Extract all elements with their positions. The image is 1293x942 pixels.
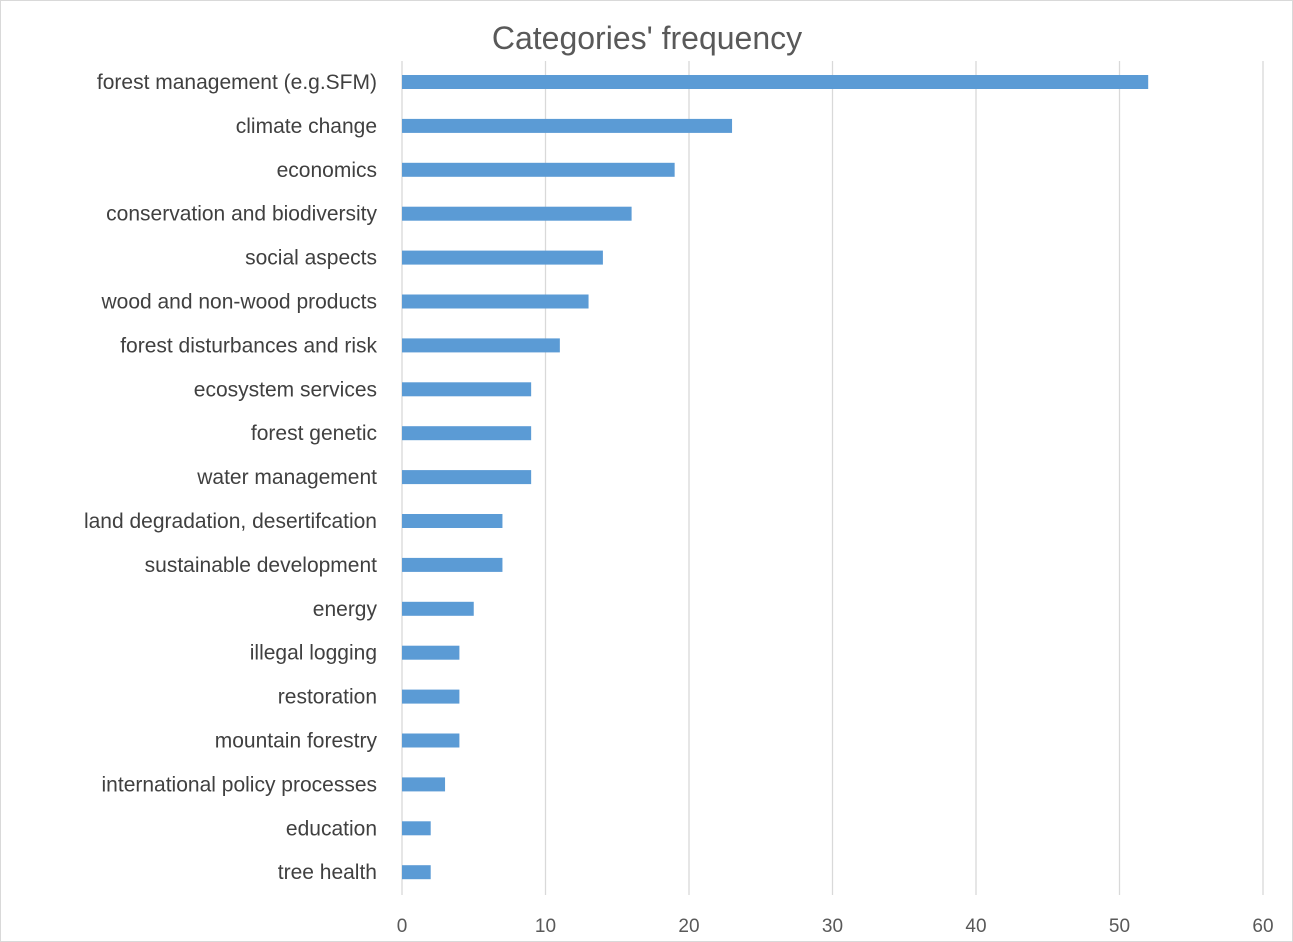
x-tick-label: 50 [1109, 916, 1130, 937]
x-axis-tick-labels: 0 10 20 30 40 50 60 [397, 916, 1274, 937]
bar [402, 865, 431, 880]
x-tick-label: 30 [822, 916, 843, 937]
bar [402, 470, 532, 485]
bar [402, 338, 560, 353]
category-label: social aspects [245, 247, 377, 270]
category-label: international policy processes [102, 773, 377, 796]
category-label: forest disturbances and risk [120, 334, 377, 357]
bar [402, 645, 460, 660]
category-label: forest genetic [251, 422, 377, 445]
bar [402, 514, 503, 528]
category-label: forest management (e.g.SFM) [97, 71, 377, 94]
bar [402, 557, 503, 572]
category-label: land degradation, desertifcation [84, 510, 377, 533]
category-label: conservation and biodiversity [106, 203, 377, 226]
bar [402, 777, 446, 792]
x-tick-label: 0 [397, 916, 408, 937]
category-label: water management [196, 466, 377, 489]
category-label: mountain forestry [215, 730, 378, 753]
bar [402, 426, 532, 441]
category-labels: forest management (e.g.SFM) climate chang… [84, 71, 378, 884]
category-label: restoration [278, 686, 377, 709]
x-tick-label: 40 [965, 916, 986, 937]
bar [402, 162, 675, 177]
x-tick-label: 10 [535, 916, 556, 937]
category-label: economics [277, 159, 377, 182]
gridlines [401, 61, 1264, 895]
category-label: sustainable development [145, 554, 377, 577]
bar [402, 294, 589, 309]
bar [402, 821, 431, 836]
bar [402, 118, 733, 133]
category-label: climate change [236, 115, 377, 138]
bar [402, 382, 532, 397]
category-label: education [286, 817, 377, 840]
bar [402, 250, 603, 265]
bars [402, 75, 1149, 880]
bar [402, 206, 632, 221]
x-tick-label: 20 [678, 916, 699, 937]
chart-title: Categories' frequency [492, 20, 802, 56]
bar [402, 733, 460, 748]
category-label: wood and non-wood products [100, 291, 377, 314]
category-label: ecosystem services [194, 378, 377, 401]
bar [402, 689, 460, 704]
category-label: energy [313, 598, 378, 621]
bar [402, 601, 474, 616]
x-tick-label: 60 [1252, 916, 1273, 937]
bar [402, 75, 1149, 89]
category-label: tree health [278, 861, 377, 884]
category-label: illegal logging [250, 642, 377, 665]
